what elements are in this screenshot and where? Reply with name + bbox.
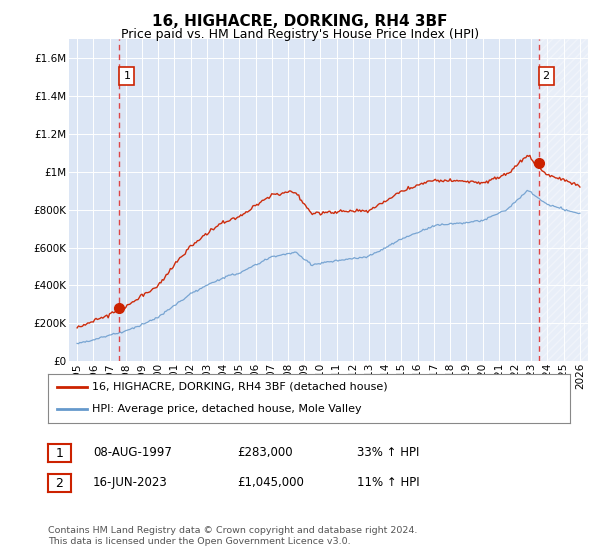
Text: 2: 2 <box>542 71 550 81</box>
Text: 16, HIGHACRE, DORKING, RH4 3BF: 16, HIGHACRE, DORKING, RH4 3BF <box>152 14 448 29</box>
Text: 1: 1 <box>124 71 130 81</box>
Bar <box>539 39 588 361</box>
Text: 1: 1 <box>55 446 64 460</box>
Text: HPI: Average price, detached house, Mole Valley: HPI: Average price, detached house, Mole… <box>92 404 362 414</box>
Text: 33% ↑ HPI: 33% ↑ HPI <box>357 446 419 459</box>
Text: Price paid vs. HM Land Registry's House Price Index (HPI): Price paid vs. HM Land Registry's House … <box>121 28 479 41</box>
Text: Contains HM Land Registry data © Crown copyright and database right 2024.
This d: Contains HM Land Registry data © Crown c… <box>48 526 418 546</box>
Text: 11% ↑ HPI: 11% ↑ HPI <box>357 476 419 489</box>
Text: £283,000: £283,000 <box>237 446 293 459</box>
Text: £1,045,000: £1,045,000 <box>237 476 304 489</box>
Bar <box>539 39 588 361</box>
Text: 2: 2 <box>55 477 64 490</box>
Text: 08-AUG-1997: 08-AUG-1997 <box>93 446 172 459</box>
Text: 16-JUN-2023: 16-JUN-2023 <box>93 476 168 489</box>
Text: 16, HIGHACRE, DORKING, RH4 3BF (detached house): 16, HIGHACRE, DORKING, RH4 3BF (detached… <box>92 382 388 392</box>
